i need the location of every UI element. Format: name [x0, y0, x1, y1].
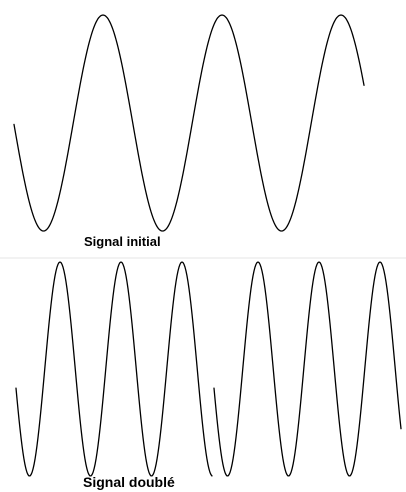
doubled-signal-panel: Signal doublé	[15, 261, 402, 490]
initial-signal-waveform	[13, 14, 365, 232]
doubled-signal-waveform-right	[213, 261, 402, 477]
initial-signal-panel: Signal initial	[13, 14, 365, 249]
doubled-signal-waveform-left	[15, 261, 213, 477]
doubled-signal-caption: Signal doublé	[83, 474, 175, 490]
initial-signal-caption: Signal initial	[84, 234, 161, 249]
